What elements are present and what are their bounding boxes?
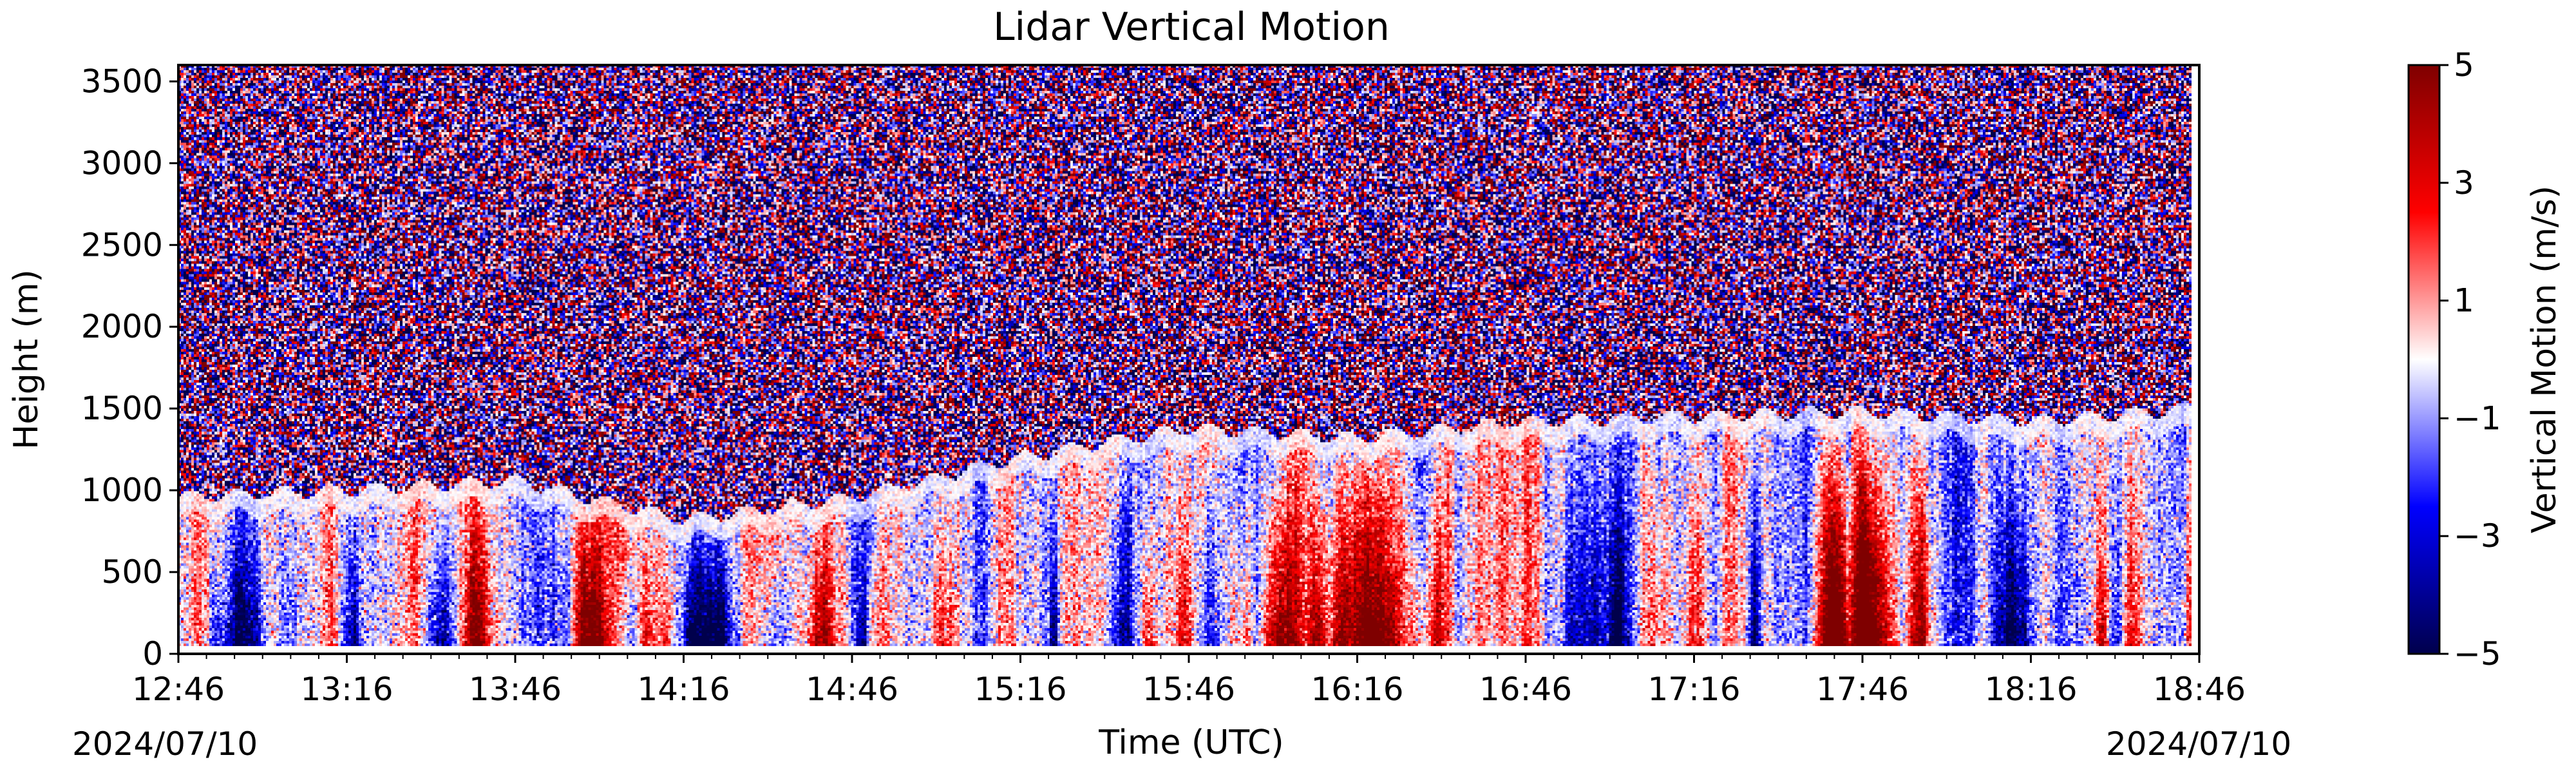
x-tick-label: 18:16 — [1984, 671, 2077, 708]
x-tick-label: 17:16 — [1647, 671, 1740, 708]
colorbar-tick-label: −1 — [2454, 399, 2501, 437]
colorbar-tick-label: 5 — [2454, 46, 2474, 84]
heatmap-plot-area — [177, 64, 2201, 655]
x-end-date: 2024/07/10 — [2106, 725, 2291, 763]
y-tick-label: 3000 — [81, 144, 163, 182]
x-tick-label: 12:46 — [132, 671, 225, 708]
x-axis: 12:46 13:16 13:46 14:16 14:46 15:16 15:46 16:16… — [132, 654, 2246, 708]
y-tick-label: 2500 — [81, 226, 163, 263]
x-axis-label: Time (UTC) — [1098, 723, 1283, 762]
x-tick-label: 15:16 — [974, 671, 1066, 708]
x-tick-label: 16:46 — [1479, 671, 1572, 708]
colorbar-tick-label: 3 — [2454, 164, 2474, 202]
colorbar: 5 3 1 −1 −3 −5 Vertical Motion (m/s) — [2407, 46, 2564, 673]
y-tick-label: 500 — [102, 553, 163, 591]
y-tick-label: 3500 — [81, 62, 163, 100]
x-tick-label: 17:46 — [1816, 671, 1909, 708]
x-tick-label: 15:46 — [1142, 671, 1235, 708]
y-axis-label: Height (m) — [7, 269, 46, 450]
x-tick-label: 16:16 — [1311, 671, 1403, 708]
x-tick-label: 14:46 — [806, 671, 898, 708]
colorbar-tick-label: −3 — [2454, 517, 2501, 555]
y-tick-label: 0 — [142, 635, 163, 673]
colorbar-ticks: 5 3 1 −1 −3 −5 — [2439, 46, 2501, 673]
x-tick-label: 14:16 — [637, 671, 730, 708]
y-axis: 0 500 1000 1500 2000 2500 3000 3500 — [81, 62, 178, 673]
x-tick-label: 18:46 — [2153, 671, 2246, 708]
y-tick-label: 2000 — [81, 308, 163, 345]
x-start-date: 2024/07/10 — [72, 725, 258, 763]
x-tick-label: 13:46 — [469, 671, 562, 708]
y-tick-label: 1000 — [81, 472, 163, 509]
colorbar-tick-label: 1 — [2454, 282, 2474, 320]
x-tick-label: 13:16 — [300, 671, 393, 708]
colorbar-label: Vertical Motion (m/s) — [2525, 186, 2564, 533]
heatmap-image — [178, 65, 2199, 654]
colorbar-tick-label: −5 — [2454, 635, 2501, 673]
y-tick-label: 1500 — [81, 390, 163, 427]
chart-title: Lidar Vertical Motion — [993, 5, 1390, 50]
colorbar-gradient — [2407, 64, 2441, 655]
